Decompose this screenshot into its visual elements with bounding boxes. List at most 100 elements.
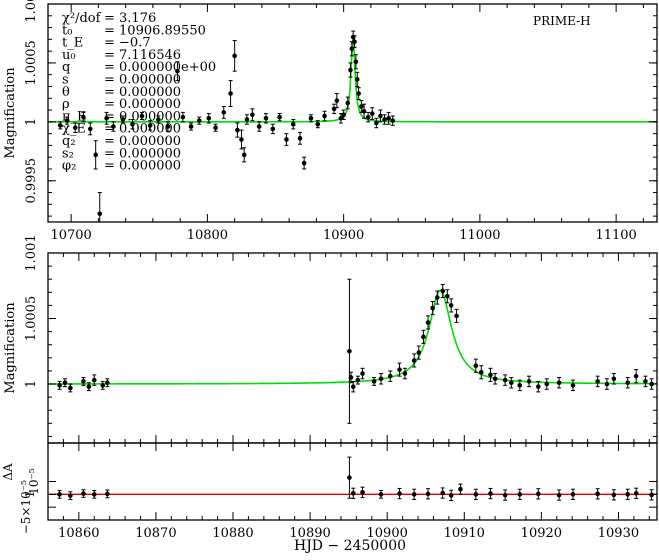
panel1-data-point (196, 118, 202, 123)
panel2-data-point (448, 303, 454, 308)
panel1-data-point (81, 114, 86, 120)
panel1-data-point (354, 77, 360, 82)
panel2-model-curve (48, 289, 657, 385)
panel3-xtick-label: 10890 (289, 526, 330, 541)
panel3-ylabel: ΔA (1, 463, 15, 481)
panel1-data-point (301, 160, 307, 166)
panel1-xtick-label: 10900 (323, 228, 364, 243)
panel2-data-point (625, 380, 631, 386)
panel1-data-point (165, 124, 171, 129)
param-value: = 7.116546 (104, 48, 181, 63)
param-value: = 0.000000 (104, 109, 181, 124)
panel1-data-point (263, 116, 269, 121)
panel3-data-point (350, 491, 356, 496)
param-value: = 0.000000 (104, 122, 181, 137)
panel3-ytick-label: 10⁻⁵ (27, 468, 41, 495)
panel3-data-point (347, 475, 352, 480)
panel3-data-point (611, 492, 617, 498)
panel-zoom-lightcurve: 1 1.0005 1.001 Magnification (3, 234, 658, 444)
panel2-data-point (430, 305, 435, 311)
param-value: = 0.000000 (104, 134, 181, 149)
panel2-data-point (62, 380, 68, 386)
param-name: t₀ (62, 23, 72, 38)
panel2-data-point (81, 379, 86, 384)
param-value: = 10906.89550 (104, 23, 206, 38)
panel1-data-point (87, 126, 93, 132)
panel3-data-point (440, 490, 445, 496)
panel2-frame (47, 252, 658, 444)
panel1-data-point (365, 114, 371, 120)
panel2-data-point (454, 313, 459, 319)
panel1-data-point (64, 118, 70, 123)
panel2-data-point (105, 380, 110, 386)
panel1-frame (47, 3, 658, 223)
panel2-data-point (643, 379, 648, 384)
param-name: s₂ (62, 146, 74, 161)
param-name: q₂ (62, 134, 76, 149)
panel1-data-point (104, 116, 109, 121)
panel2-data-point (91, 377, 97, 383)
panel1-data-point (97, 211, 103, 217)
panel1-observatory-label: PRIME-H (533, 14, 591, 28)
panel3-data-point (81, 491, 86, 496)
panel2-data-point (595, 379, 600, 384)
panel2-data-point (544, 381, 550, 387)
panel1-data-point (277, 114, 282, 120)
panel2-data-point (440, 288, 445, 294)
param-name: q (62, 60, 70, 75)
panel1-data-point (120, 117, 126, 122)
panel1-data-point (352, 39, 357, 45)
panel3-data-point (448, 493, 454, 498)
panel1-data-point (72, 125, 78, 131)
panel3-ytick-label: 1 (23, 491, 37, 499)
panel3-data-point (556, 492, 562, 498)
panel2-data-point (492, 376, 498, 382)
panel2-data-point (86, 384, 92, 389)
panel2-data-point (509, 380, 514, 386)
panel1-data-point (213, 125, 218, 131)
panel3-data-point (595, 491, 600, 497)
panel3-ytick-label: −5×10⁻⁵ (19, 480, 33, 534)
panel1-ytick-label: 1 (24, 118, 39, 126)
panel2-data-point (57, 383, 62, 388)
panel2-ytick-label: 1 (24, 380, 39, 388)
panel1-data-point (139, 113, 145, 119)
panel1-data-point (188, 124, 194, 129)
panel2-data-point (570, 383, 576, 388)
panel1-data-point (111, 124, 116, 129)
panel1-xtick-label: 10800 (187, 228, 228, 243)
panel1-data-point (57, 123, 63, 128)
param-name: ρ (62, 97, 70, 112)
panel3-data-point (502, 492, 508, 498)
panel2-data-point (360, 371, 365, 376)
panel1-data-point (221, 110, 227, 115)
panel3-data-point (91, 492, 97, 497)
panel1-ytick-label: 1.001 (24, 0, 39, 23)
panel3-xtick-label: 10910 (444, 526, 485, 541)
param-value: = 0.000000 (104, 146, 181, 161)
panel1-data-point (353, 59, 359, 65)
panel2-data-point (604, 381, 610, 387)
param-value: = −0.7 (104, 36, 151, 51)
panel2-data-point (556, 380, 562, 386)
panel2-data-point (347, 348, 352, 354)
panel1-data-point (334, 98, 340, 103)
panel1-data-point (390, 118, 395, 123)
panel1-data-point (378, 113, 383, 119)
panel1-data-point (297, 136, 303, 141)
param-value: = 0.000000 (104, 85, 181, 100)
panel2-data-point (348, 375, 354, 380)
panel1-data-point (130, 121, 135, 127)
panel3-data-point (488, 491, 493, 496)
panel1-data-point (308, 116, 314, 121)
panel3-xtick-label: 10860 (58, 526, 99, 541)
panel3-data-point (625, 492, 631, 497)
panel1-data-point (359, 104, 364, 109)
param-value: = 3.176 (104, 11, 156, 26)
panel2-ytick-label: 1.0005 (24, 296, 39, 342)
param-value: = 0.000000 (104, 97, 181, 112)
panel2-data-point (416, 350, 422, 355)
panel2-data-point (421, 334, 426, 340)
panel3-data-point (473, 492, 479, 497)
